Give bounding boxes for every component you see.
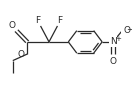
Text: O: O [18, 50, 25, 59]
Text: N: N [110, 37, 116, 46]
Text: O: O [8, 21, 15, 30]
Text: −: − [126, 25, 132, 34]
Text: O: O [110, 57, 117, 66]
Text: F: F [36, 16, 41, 25]
Text: O: O [123, 26, 130, 35]
Text: +: + [116, 36, 121, 42]
Text: F: F [57, 16, 62, 25]
